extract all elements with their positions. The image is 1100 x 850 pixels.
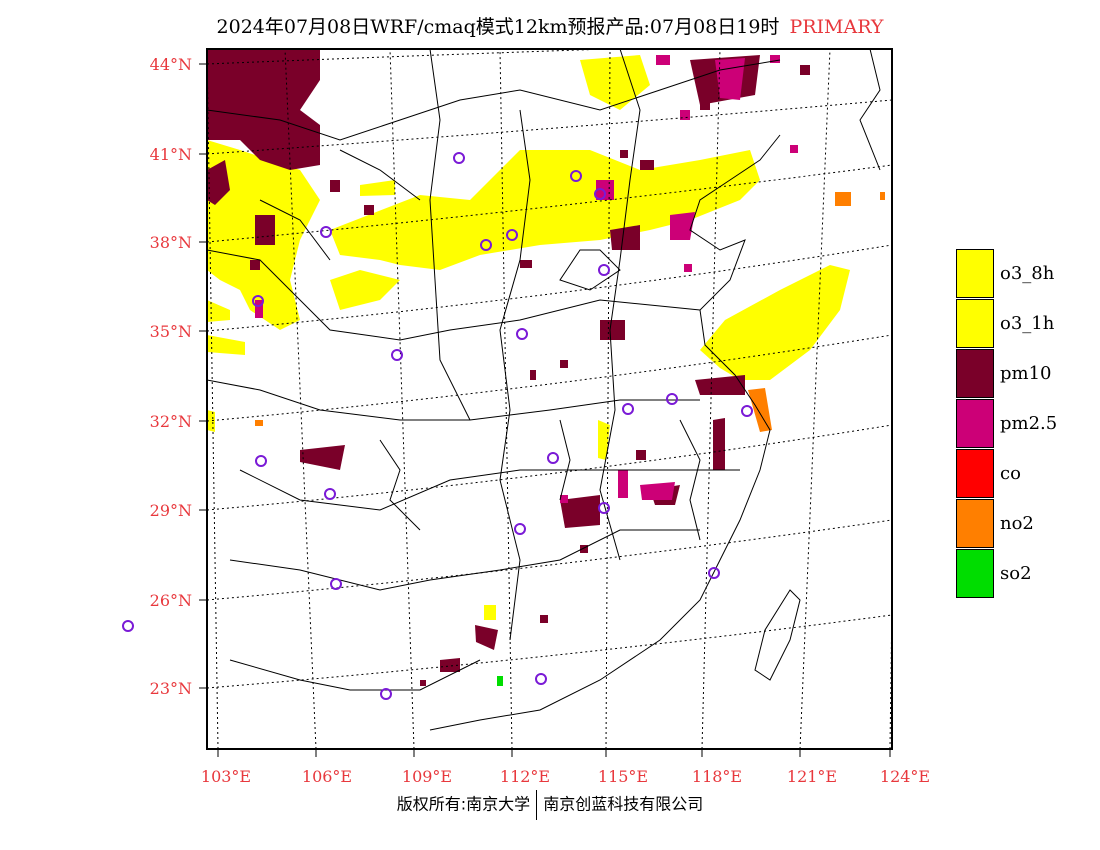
copyright-right: 南京创蓝科技有限公司 [543, 794, 704, 814]
lat-label-41: 41°N [150, 145, 192, 164]
legend-item-no2: no2 [956, 499, 1096, 549]
lat-label-38: 38°N [150, 233, 192, 252]
lon-label-112: 112°E [500, 767, 550, 786]
graticule [207, 49, 892, 749]
pollutant-layers [207, 49, 892, 749]
legend-item-pm10: pm10 [956, 349, 1096, 399]
no2-layer [255, 192, 885, 432]
pm10-layer [207, 49, 810, 686]
legend-label: no2 [1000, 513, 1034, 534]
lon-label-106: 106°E [302, 767, 352, 786]
legend-label: pm10 [1000, 363, 1052, 384]
legend-label: pm2.5 [1000, 413, 1058, 434]
lat-label-44: 44°N [150, 55, 192, 74]
copyright-footer: 版权所有:南京大学 南京创蓝科技有限公司 [0, 790, 1100, 820]
legend-item-pm25: pm2.5 [956, 399, 1096, 449]
boundaries [207, 49, 881, 731]
lat-label-23: 23°N [150, 679, 192, 698]
lon-label-103: 103°E [201, 767, 251, 786]
station-markers [122, 152, 753, 700]
legend-label: so2 [1000, 563, 1032, 584]
lat-labels: 44°N 41°N 38°N 35°N 32°N 29°N 26°N 23°N [150, 55, 192, 698]
axis-ticks [199, 63, 891, 757]
legend-item-o3-1h: o3_1h [956, 299, 1096, 349]
legend-item-co: co [956, 449, 1096, 499]
legend-swatch [956, 299, 994, 348]
lon-labels: 103°E 106°E 109°E 112°E 115°E 118°E 121°… [201, 767, 930, 786]
legend-swatch [956, 549, 994, 598]
legend-label: o3_8h [1000, 263, 1055, 284]
map-frame [206, 48, 893, 750]
copyright-left: 版权所有:南京大学 [396, 794, 531, 814]
legend-swatch [956, 449, 994, 498]
legend-item-o3-8h: o3_8h [956, 249, 1096, 299]
legend-swatch [956, 499, 994, 548]
footer-divider [536, 790, 538, 820]
lon-label-124: 124°E [880, 767, 930, 786]
legend-label: co [1000, 463, 1021, 484]
lon-label-109: 109°E [402, 767, 452, 786]
chart-title: 2024年07月08日WRF/cmaq模式12km预报产品:07月08日19时 P… [0, 12, 1100, 39]
lon-label-115: 115°E [598, 767, 648, 786]
title-main: 2024年07月08日WRF/cmaq模式12km预报产品:07月08日19时 [216, 16, 780, 38]
legend-swatch [956, 399, 994, 448]
lat-label-29: 29°N [150, 501, 192, 520]
legend: o3_8h o3_1h pm10 pm2.5 co no2 so2 [956, 249, 1096, 599]
title-tag: PRIMARY [789, 16, 884, 38]
lat-label-26: 26°N [150, 591, 192, 610]
so2-layer [497, 676, 503, 686]
lon-label-121: 121°E [787, 767, 837, 786]
lon-label-118: 118°E [692, 767, 742, 786]
lat-label-35: 35°N [150, 322, 192, 341]
legend-label: o3_1h [1000, 313, 1055, 334]
lat-label-32: 32°N [150, 412, 192, 431]
legend-swatch [956, 249, 994, 298]
legend-swatch [956, 349, 994, 398]
pm25-layer [255, 55, 798, 503]
legend-item-so2: so2 [956, 549, 1096, 599]
